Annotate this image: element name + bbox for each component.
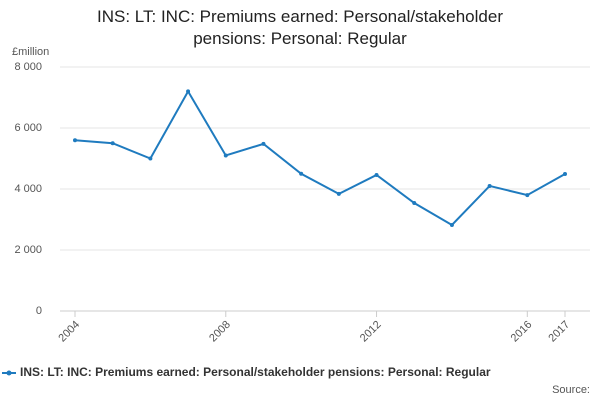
y-tick-label: 4 000	[14, 183, 42, 195]
data-point	[148, 156, 153, 161]
y-tick-label: 0	[36, 305, 42, 317]
x-tick-label: 2004	[56, 319, 82, 345]
y-tick-label: 6 000	[14, 122, 42, 134]
y-axis-label: £million	[12, 46, 49, 58]
data-point	[73, 138, 77, 143]
data-point	[110, 141, 115, 146]
data-point	[336, 191, 341, 196]
data-line	[74, 89, 566, 227]
data-point	[412, 201, 417, 206]
legend-label: INS: LT: INC: Premiums earned: Personal/…	[20, 365, 491, 379]
source: Source:	[552, 384, 590, 396]
legend-marker	[6, 370, 12, 376]
x-tick-label: 2017	[546, 319, 572, 345]
data-point	[449, 222, 454, 227]
x-tick-label: 2008	[207, 319, 233, 345]
data-point	[186, 89, 191, 94]
x-tick-label: 2016	[509, 319, 535, 345]
y-tick-label: 2 000	[14, 244, 42, 256]
data-point	[525, 193, 530, 198]
data-point	[299, 171, 304, 176]
data-point	[261, 141, 266, 146]
data-point	[223, 153, 228, 158]
x-tick-label: 2012	[358, 319, 384, 345]
data-point	[563, 172, 567, 177]
data-point	[374, 172, 379, 177]
data-point	[487, 183, 492, 188]
chart-title: INS: LT: INC: Premiums earned: Personal/…	[97, 7, 503, 48]
y-tick-label: 8 000	[14, 61, 42, 73]
